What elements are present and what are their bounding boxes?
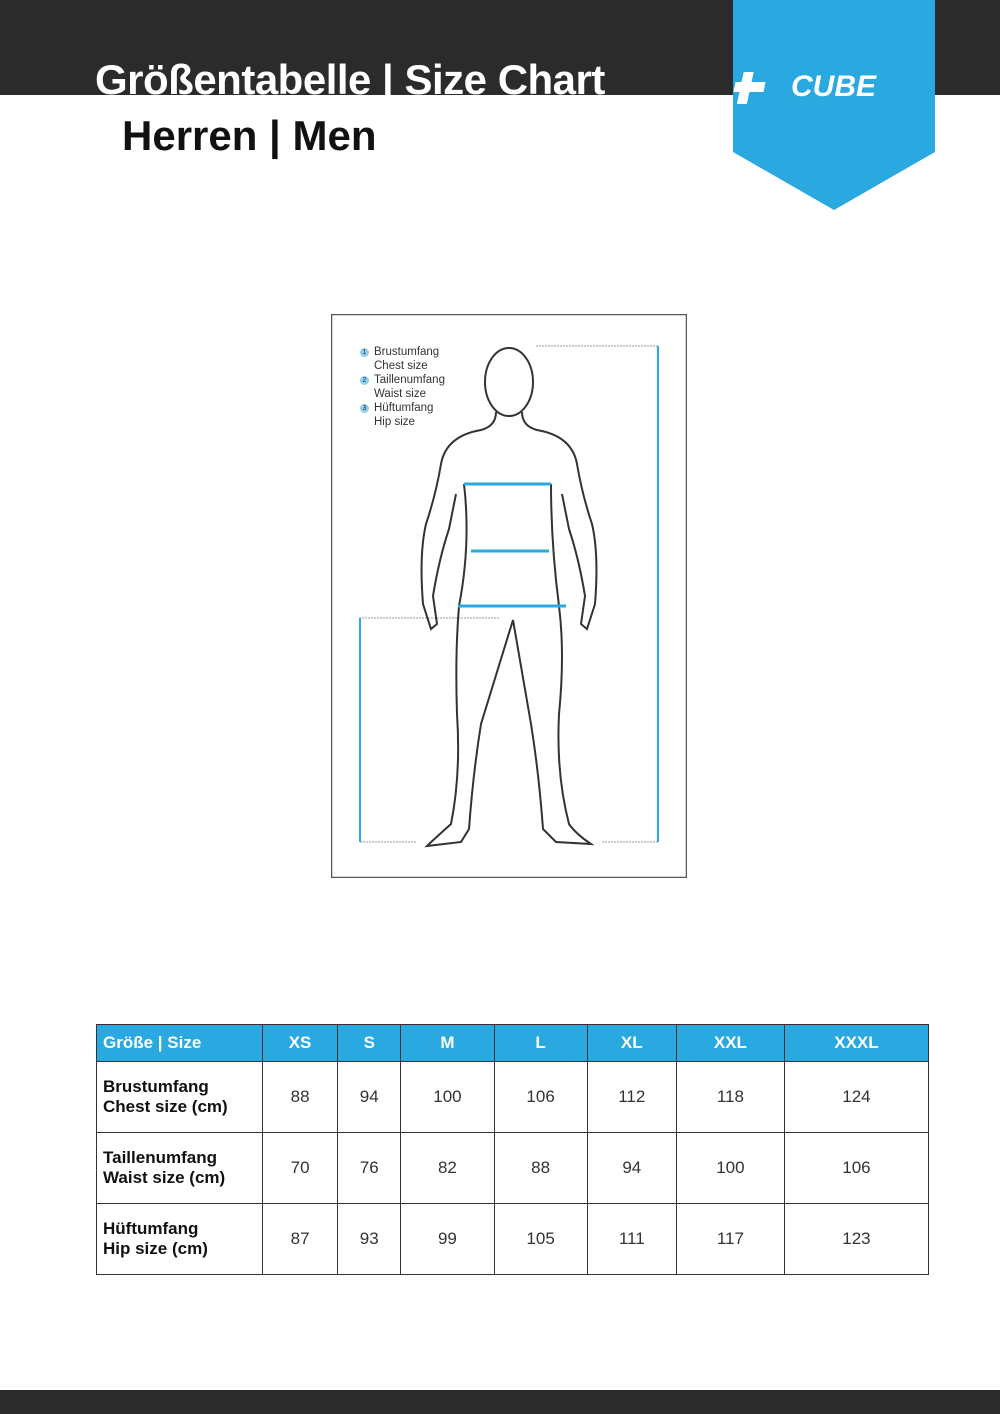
row-label-en: Hip size (cm) [103, 1239, 208, 1258]
table-cell: 82 [400, 1132, 495, 1204]
table-cell: 111 [586, 1203, 677, 1275]
corner-header: Größe | Size [96, 1024, 263, 1062]
body-measurement-diagram [331, 314, 687, 878]
legend-item: 3 Hüftumfang Hip size [360, 401, 445, 429]
legend-de: Hüftumfang [374, 402, 434, 414]
legend-item: 1 Brustumfang Chest size [360, 345, 445, 373]
table-cell: 93 [337, 1203, 402, 1275]
size-header: S [337, 1024, 402, 1062]
row-label-de: Taillenumfang [103, 1148, 217, 1167]
legend-number: 3 [360, 404, 369, 413]
table-cell: 124 [783, 1061, 930, 1133]
size-header: M [400, 1024, 495, 1062]
row-label-en: Chest size (cm) [103, 1097, 228, 1116]
table-cell: 76 [337, 1132, 402, 1204]
size-header: XXL [675, 1024, 785, 1062]
row-label: Brustumfang Chest size (cm) [96, 1061, 263, 1133]
table-cell: 112 [586, 1061, 677, 1133]
legend-item: 2 Taillenumfang Waist size [360, 373, 445, 401]
legend-de: Brustumfang [374, 346, 440, 358]
table-cell: 118 [675, 1061, 785, 1133]
table-cell: 99 [400, 1203, 495, 1275]
legend-en: Waist size [374, 388, 426, 400]
page-subtitle: Herren | Men [122, 112, 377, 159]
table-cell: 106 [493, 1061, 588, 1133]
size-header: XL [586, 1024, 677, 1062]
table-cell: 88 [493, 1132, 588, 1204]
table-row: Brustumfang Chest size (cm) 88 94 100 106 112 1… [96, 1061, 930, 1133]
table-cell: 70 [261, 1132, 339, 1204]
legend-en: Hip size [374, 416, 415, 428]
legend-de: Taillenumfang [374, 374, 445, 386]
table-cell: 87 [261, 1203, 339, 1275]
legend-number: 1 [360, 348, 369, 357]
legend-number: 2 [360, 376, 369, 385]
legend-en: Chest size [374, 360, 428, 372]
logo-text: CUBE [791, 70, 877, 103]
table-cell: 105 [493, 1203, 588, 1275]
table-row: Taillenumfang Waist size (cm) 70 76 82 88 94 10… [96, 1132, 930, 1204]
table-cell: 94 [337, 1061, 402, 1133]
cube-logo: CUBE [733, 0, 935, 210]
row-label-de: Brustumfang [103, 1077, 209, 1096]
table-cell: 106 [783, 1132, 930, 1204]
size-header: XXXL [783, 1024, 930, 1062]
table-cell: 117 [675, 1203, 785, 1275]
table-cell: 88 [261, 1061, 339, 1133]
table-header-row: Größe | Size XS S M L XL XXL XXXL [96, 1024, 930, 1062]
table-cell: 100 [675, 1132, 785, 1204]
footer-bar [0, 1390, 1000, 1414]
row-label: Taillenumfang Waist size (cm) [96, 1132, 263, 1204]
table-cell: 94 [586, 1132, 677, 1204]
measurement-legend: 1 Brustumfang Chest size 2 Taillenumfang Wai… [360, 345, 445, 429]
table-cell: 123 [783, 1203, 930, 1275]
page-title: Größentabelle | Size Chart [95, 56, 605, 103]
row-label-en: Waist size (cm) [103, 1168, 226, 1187]
size-header: L [493, 1024, 588, 1062]
size-header: XS [261, 1024, 339, 1062]
row-label-de: Hüftumfang [103, 1219, 199, 1238]
size-table: Größe | Size XS S M L XL XXL XXXL Brustu… [96, 1024, 930, 1275]
table-row: Hüftumfang Hip size (cm) 87 93 99 105 111 117 12… [96, 1203, 930, 1275]
table-cell: 100 [400, 1061, 495, 1133]
row-label: Hüftumfang Hip size (cm) [96, 1203, 263, 1275]
